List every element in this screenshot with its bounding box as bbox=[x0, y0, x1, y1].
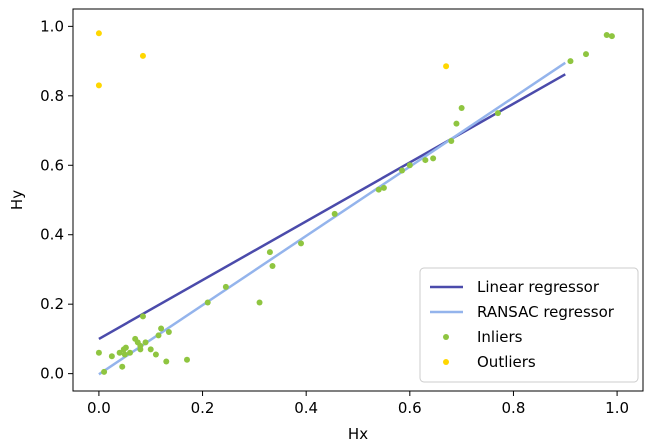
inlier-point bbox=[269, 262, 276, 269]
inlier-point bbox=[147, 346, 154, 353]
inlier-point bbox=[608, 33, 615, 40]
x-axis-label: Hx bbox=[348, 425, 368, 440]
inlier-point bbox=[184, 356, 190, 363]
inlier-point bbox=[152, 351, 159, 358]
inlier-point bbox=[95, 349, 102, 356]
inlier-point bbox=[165, 328, 172, 335]
inlier-point bbox=[567, 58, 574, 65]
inlier-point bbox=[430, 155, 437, 162]
inlier-point bbox=[137, 342, 144, 349]
outlier-point bbox=[443, 63, 450, 70]
y-tick-label: 1.0 bbox=[40, 17, 64, 35]
inlier-point bbox=[256, 299, 263, 306]
x-tick-label: 0.4 bbox=[294, 399, 318, 417]
scatter-points bbox=[95, 30, 615, 375]
linear-regressor-line bbox=[98, 73, 566, 340]
inlier-point bbox=[163, 358, 170, 365]
y-axis-label: Hy bbox=[8, 190, 26, 210]
inlier-point bbox=[121, 351, 128, 358]
inlier-point bbox=[158, 325, 165, 332]
legend-box bbox=[419, 267, 639, 383]
inlier-point bbox=[122, 344, 129, 351]
y-axis-ticks: 0.0 0.2 0.4 0.6 0.8 1.0 bbox=[40, 17, 73, 383]
inlier-point bbox=[448, 137, 455, 144]
inlier-point bbox=[380, 184, 387, 191]
inlier-point bbox=[298, 240, 304, 247]
inlier-point bbox=[155, 332, 162, 339]
inlier-point bbox=[458, 104, 465, 111]
inlier-point bbox=[375, 186, 382, 193]
outlier-point bbox=[95, 82, 102, 89]
outlier-point bbox=[139, 52, 146, 59]
legend-ransac-label: RANSAC regressor bbox=[477, 303, 615, 321]
inlier-point bbox=[399, 167, 406, 174]
outlier-point bbox=[95, 30, 102, 37]
y-tick-label: 0.6 bbox=[40, 156, 64, 174]
inlier-point bbox=[331, 210, 338, 217]
inlier-point bbox=[422, 157, 429, 164]
inlier-point bbox=[204, 299, 211, 306]
inlier-point bbox=[266, 249, 273, 256]
regression-lines bbox=[98, 61, 566, 376]
legend: Linear regressor RANSAC regressor Inlier… bbox=[419, 267, 639, 383]
y-tick-label: 0.4 bbox=[40, 226, 64, 244]
ransac-regressor-line bbox=[98, 61, 566, 376]
inlier-point bbox=[222, 283, 229, 290]
legend-inliers-label: Inliers bbox=[477, 328, 523, 346]
x-tick-label: 0.0 bbox=[87, 399, 111, 417]
inlier-point bbox=[603, 32, 610, 39]
x-tick-label: 0.2 bbox=[191, 399, 215, 417]
x-tick-label: 0.6 bbox=[398, 399, 422, 417]
inlier-point bbox=[101, 368, 108, 375]
inlier-point bbox=[583, 51, 589, 58]
inlier-point bbox=[139, 313, 146, 320]
x-tick-label: 1.0 bbox=[605, 399, 629, 417]
inlier-point bbox=[494, 110, 501, 117]
inlier-point bbox=[119, 363, 126, 370]
y-tick-label: 0.8 bbox=[40, 87, 64, 105]
x-tick-label: 0.8 bbox=[502, 399, 526, 417]
inlier-point bbox=[116, 349, 123, 356]
inlier-point bbox=[108, 353, 115, 360]
inlier-point bbox=[406, 162, 413, 169]
y-tick-label: 0.0 bbox=[40, 365, 64, 383]
inlier-point bbox=[453, 120, 460, 127]
legend-outliers-swatch bbox=[443, 359, 449, 365]
inlier-point bbox=[142, 339, 149, 346]
legend-linear-label: Linear regressor bbox=[477, 278, 600, 296]
x-axis-ticks: 0.0 0.2 0.4 0.6 0.8 1.0 bbox=[87, 391, 629, 417]
inlier-point bbox=[127, 349, 133, 356]
y-tick-label: 0.2 bbox=[40, 295, 64, 313]
legend-outliers-label: Outliers bbox=[477, 353, 536, 371]
legend-inliers-swatch bbox=[443, 334, 449, 340]
